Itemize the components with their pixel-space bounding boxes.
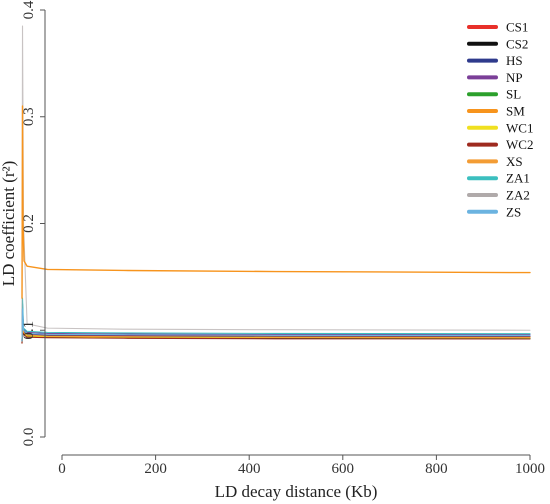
x-tick-label: 200 — [144, 461, 167, 477]
y-tick-label: 0.4 — [21, 0, 37, 19]
x-axis-title: LD decay distance (Kb) — [215, 482, 378, 501]
legend-label-hs: HS — [506, 53, 523, 68]
series-line-sm — [21, 105, 531, 299]
x-tick-label: 600 — [332, 461, 355, 477]
legend-label-cs2: CS2 — [506, 36, 528, 51]
series-line-za2 — [21, 25, 531, 337]
legend-label-sl: SL — [506, 87, 521, 102]
x-tick-label: 800 — [425, 461, 448, 477]
legend-label-za1: ZA1 — [506, 171, 530, 186]
legend-label-za2: ZA2 — [506, 188, 530, 203]
y-axis-title: LD coefficient (r²) — [0, 161, 18, 287]
legend-label-sm: SM — [506, 104, 525, 119]
y-axis-ticks: 0.0 0.1 0.2 0.3 0.4 — [21, 0, 45, 446]
x-tick-label: 0 — [58, 461, 66, 477]
series-line-wc2 — [21, 319, 531, 344]
legend-label-zs: ZS — [506, 204, 521, 219]
y-tick-label: 0.3 — [21, 107, 37, 126]
y-tick-label: 0.1 — [21, 321, 37, 340]
series-line-cs2 — [21, 319, 531, 344]
x-axis-ticks: 0 200 400 600 800 1000 — [58, 455, 545, 477]
y-tick-label: 0.2 — [21, 214, 37, 233]
legend-label-wc1: WC1 — [506, 120, 533, 135]
x-tick-label: 1000 — [515, 461, 545, 477]
series-line-zs — [21, 308, 531, 342]
legend-label-np: NP — [506, 70, 523, 85]
series-line-za1 — [21, 297, 531, 342]
legend-label-cs1: CS1 — [506, 20, 528, 35]
series-line-wc1 — [21, 319, 531, 344]
series-lines — [21, 25, 531, 344]
legend-label-wc2: WC2 — [506, 137, 533, 152]
y-tick-label: 0.0 — [21, 428, 37, 447]
x-tick-label: 400 — [238, 461, 261, 477]
legend-label-xs: XS — [506, 154, 523, 169]
axes — [44, 10, 530, 456]
